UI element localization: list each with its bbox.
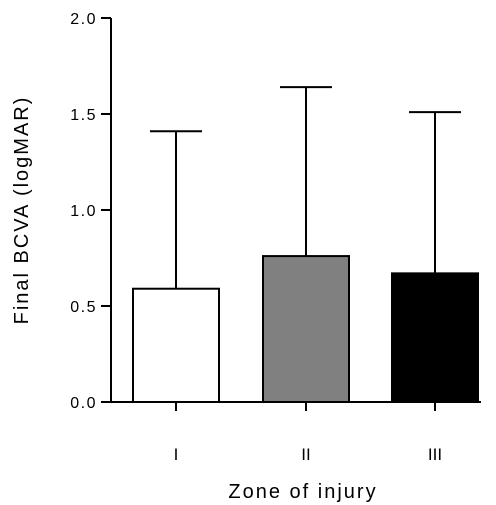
y-tick-label: 1.0: [70, 203, 97, 220]
bar: [262, 255, 350, 403]
axes-group: [101, 17, 481, 411]
bar: [391, 272, 479, 403]
y-axis-title: Final BCVA (logMAR): [11, 96, 33, 325]
error-bars-group: [150, 86, 461, 289]
y-tick-label: 1.5: [70, 107, 97, 124]
bar: [132, 287, 220, 403]
y-tick-label: 2.0: [70, 11, 97, 28]
x-axis-title: Zone of injury: [228, 481, 377, 503]
x-tick-label: I: [174, 445, 179, 464]
y-tick-label: 0.0: [70, 395, 97, 412]
x-tick-label: II: [301, 445, 310, 464]
y-tick-label: 0.5: [70, 299, 97, 316]
x-tick-label: III: [428, 445, 442, 464]
bars-group: [132, 255, 479, 403]
